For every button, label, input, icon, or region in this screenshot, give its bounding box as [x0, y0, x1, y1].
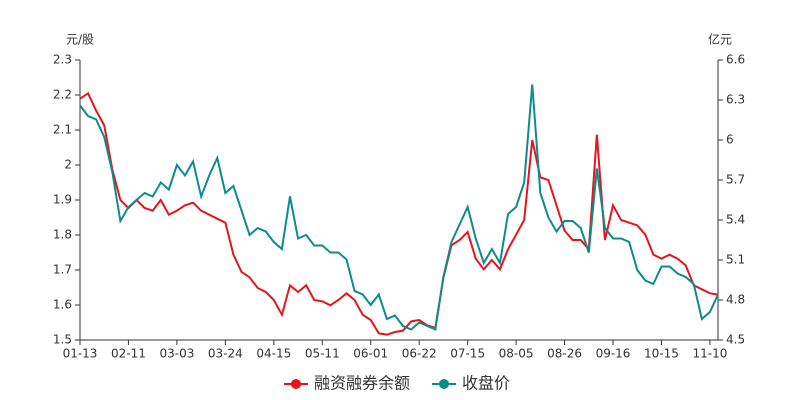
y-tick-label: 1.6	[53, 298, 72, 312]
legend-marker	[291, 379, 301, 389]
x-tick-label: 01-13	[63, 347, 98, 361]
y2-axis-label: 亿元	[708, 32, 732, 47]
x-tick-label: 09-16	[596, 347, 631, 361]
y-tick-label: 2.2	[53, 88, 72, 102]
y2-tick-label: 5.1	[726, 253, 745, 267]
y2-tick-label: 4.5	[726, 333, 745, 347]
series-line	[79, 84, 719, 331]
x-tick-label: 11-10	[692, 347, 727, 361]
legend-text: 融资融券余额	[314, 374, 410, 393]
y2-tick-label: 6.6	[726, 53, 745, 67]
x-tick-label: 04-15	[256, 347, 291, 361]
y-tick-label: 1.8	[53, 228, 72, 242]
x-tick-label: 08-05	[499, 347, 534, 361]
y-tick-label: 1.5	[53, 333, 72, 347]
x-tick-label: 06-01	[353, 347, 388, 361]
y-axis-label: 元/股	[66, 33, 94, 47]
y2-tick-label: 5.4	[726, 213, 745, 227]
y2-tick-label: 5.7	[726, 173, 745, 187]
y2-tick-label: 6.3	[726, 93, 745, 107]
legend-text: 收盘价	[462, 374, 510, 393]
x-tick-label: 03-03	[159, 347, 194, 361]
y-tick-label: 1.7	[53, 263, 72, 277]
y2-tick-label: 6	[726, 133, 734, 147]
x-tick-label: 02-11	[111, 347, 146, 361]
y-tick-label: 2.3	[53, 53, 72, 67]
x-tick-label: 05-11	[305, 347, 340, 361]
x-tick-label: 10-15	[644, 347, 679, 361]
x-tick-label: 03-24	[208, 347, 243, 361]
y-tick-label: 2.1	[53, 123, 72, 137]
x-tick-label: 06-22	[402, 347, 437, 361]
y-tick-label: 1.9	[53, 193, 72, 207]
y-tick-label: 2	[64, 158, 72, 172]
series-line	[79, 91, 719, 336]
x-tick-label: 08-26	[547, 347, 582, 361]
legend-marker	[439, 379, 449, 389]
y2-tick-label: 4.8	[726, 293, 745, 307]
x-tick-label: 07-15	[450, 347, 485, 361]
